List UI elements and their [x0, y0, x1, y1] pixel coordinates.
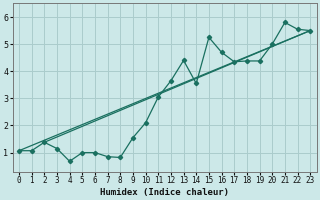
X-axis label: Humidex (Indice chaleur): Humidex (Indice chaleur) [100, 188, 229, 197]
